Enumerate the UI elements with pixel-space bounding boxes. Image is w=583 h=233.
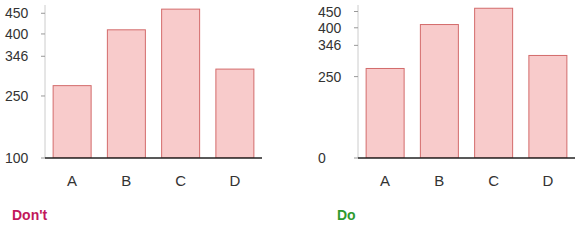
- bar: [366, 68, 404, 158]
- y-tick-label: 400: [318, 20, 342, 36]
- y-tick: [354, 27, 358, 28]
- y-tick: [41, 158, 45, 159]
- chart: 100 250 346 400 450 A B C D Don't: [5, 5, 262, 223]
- x-tick-label: C: [175, 172, 186, 189]
- bar: [162, 9, 200, 158]
- bar: [420, 25, 458, 158]
- y-tick-label: 450: [5, 5, 29, 21]
- caption: Do: [337, 207, 356, 223]
- bar: [475, 8, 513, 158]
- x-tick-label: B: [434, 172, 444, 189]
- x-tick-label: A: [67, 172, 77, 189]
- bars: [366, 8, 567, 158]
- x-tick-label: A: [380, 172, 390, 189]
- x-tick-label: C: [488, 172, 499, 189]
- x-tick-label: D: [542, 172, 553, 189]
- bar: [107, 30, 145, 158]
- y-tick: [41, 33, 45, 34]
- y-tick: [354, 11, 358, 12]
- bar: [216, 69, 254, 158]
- y-tick-label: 250: [318, 69, 342, 85]
- y-tick-label: 400: [5, 26, 29, 42]
- bar: [529, 55, 567, 158]
- canvas: 100250346400450ABCDDon't0250346400450ABC…: [0, 0, 583, 233]
- x-axis: [358, 157, 575, 159]
- x-tick-label: B: [121, 172, 131, 189]
- y-tick: [41, 95, 45, 96]
- caption: Don't: [12, 207, 48, 223]
- y-tick: [354, 158, 358, 159]
- chart: 0 250 346400450 A B C D Do: [318, 4, 575, 223]
- x-axis: [45, 157, 262, 159]
- y-tick: [41, 56, 45, 57]
- bar: [53, 86, 91, 158]
- y-tick-label: 100: [5, 150, 29, 166]
- bars: [53, 9, 254, 158]
- y-tick-label: 450: [318, 4, 342, 20]
- y-axis: [45, 5, 46, 158]
- y-tick-label: 346: [318, 37, 342, 53]
- x-tick-label: D: [229, 172, 240, 189]
- y-tick: [354, 45, 358, 46]
- y-tick-label: 250: [5, 88, 29, 104]
- chart-root: 100250346400450ABCDDon't0250346400450ABC…: [0, 0, 583, 233]
- y-tick-label: 346: [5, 48, 29, 64]
- y-tick: [41, 13, 45, 14]
- y-tick: [354, 76, 358, 77]
- y-tick-label: 0: [318, 150, 326, 166]
